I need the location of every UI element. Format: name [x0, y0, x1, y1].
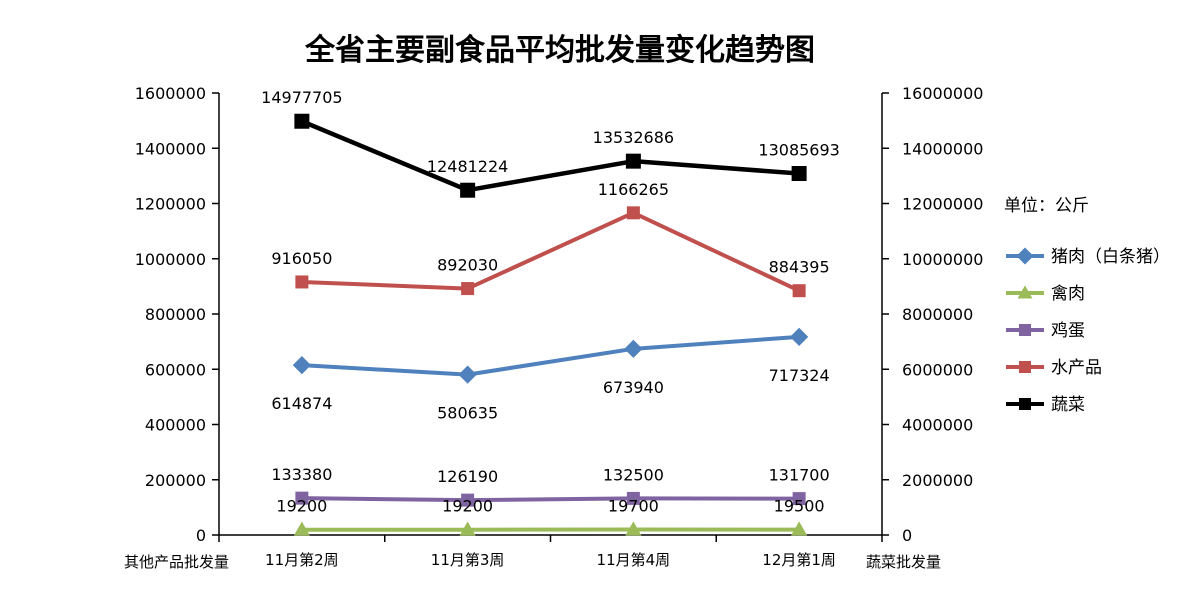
data-label-1: 673940 — [603, 378, 664, 397]
data-label-2: 19200 — [442, 497, 493, 516]
data-label-4: 892030 — [437, 256, 498, 275]
right-tick-label: 8000000 — [902, 305, 973, 324]
data-point-2 — [459, 521, 476, 536]
right-tick-label: 14000000 — [902, 139, 983, 158]
right-axis-ticks: 0 2000000 4000000 6000000 8000000 10000000 120… — [882, 84, 983, 545]
category-label: 12月第1周 — [762, 551, 836, 569]
right-tick-label: 6000000 — [902, 360, 973, 379]
data-label-5: 13085693 — [758, 141, 839, 160]
category-label: 11月第3周 — [431, 551, 505, 569]
left-tick-label: 400000 — [145, 416, 206, 435]
data-labels: 614874 580635 673940 717324 19200 19200 19700 1… — [261, 88, 840, 515]
data-point-5 — [791, 166, 807, 182]
left-axis-ticks: 0 200000 400000 600000 800000 1000000 1200000 1… — [135, 84, 219, 545]
data-label-4: 884395 — [769, 258, 830, 277]
data-point-4 — [295, 275, 309, 289]
legend-label-3: 鸡蛋 — [1051, 321, 1085, 341]
data-point-5 — [294, 113, 310, 129]
data-point-4 — [461, 282, 475, 296]
data-label-1: 580635 — [437, 404, 498, 423]
series-line-4 — [301, 210, 800, 293]
left-tick-label: 1200000 — [135, 195, 206, 214]
data-label-2: 19200 — [276, 497, 327, 516]
data-point-3 — [792, 492, 806, 506]
unit-note: 单位：公斤 — [1004, 196, 1089, 216]
category-label: 11月第4周 — [597, 551, 671, 569]
legend-marker-2 — [1017, 285, 1033, 299]
data-point-1 — [790, 327, 809, 346]
data-point-3 — [295, 491, 309, 505]
data-label-4: 916050 — [271, 249, 332, 268]
left-axis-label: 其他产品批发量 — [124, 553, 229, 571]
data-label-5: 14977705 — [261, 88, 342, 107]
data-label-5: 13532686 — [593, 128, 674, 147]
data-label-1: 717324 — [769, 366, 830, 385]
right-tick-label: 4000000 — [902, 416, 973, 435]
data-point-1 — [458, 365, 477, 384]
series-line-5 — [301, 119, 800, 193]
data-label-3: 133380 — [271, 465, 332, 484]
data-label-1: 614874 — [271, 394, 332, 413]
legend-marker-3 — [1019, 324, 1031, 336]
legend-label-2: 禽肉 — [1051, 284, 1085, 304]
data-point-1 — [292, 356, 311, 375]
data-label-4: 1166265 — [598, 180, 669, 199]
legend-marker-4 — [1019, 361, 1031, 373]
left-tick-label: 200000 — [145, 471, 206, 490]
data-label-2: 19700 — [608, 497, 659, 516]
left-tick-label: 1400000 — [135, 139, 206, 158]
legend-label-5: 蔬菜 — [1051, 395, 1085, 415]
legend-label-4: 水产品 — [1051, 358, 1102, 378]
series-line-1 — [301, 334, 800, 377]
data-point-4 — [626, 206, 640, 220]
legend-marker-1 — [1016, 247, 1034, 265]
category-labels: 11月第2周 11月第3周 11月第4周 12月第1周 — [218, 535, 883, 569]
right-tick-label: 0 — [902, 526, 912, 545]
series-line-3 — [301, 496, 800, 503]
data-point-1 — [624, 339, 643, 358]
right-tick-label: 16000000 — [902, 84, 983, 103]
left-tick-label: 1000000 — [135, 250, 206, 269]
data-label-3: 132500 — [603, 465, 664, 484]
data-label-3: 126190 — [437, 467, 498, 486]
data-point-4 — [792, 284, 806, 298]
data-point-5 — [625, 153, 641, 169]
data-point-2 — [625, 521, 642, 536]
chart-title: 全省主要副食品平均批发量变化趋势图 — [304, 33, 815, 68]
data-label-5: 12481224 — [427, 157, 508, 176]
data-point-2 — [791, 521, 808, 536]
left-tick-label: 0 — [196, 526, 206, 545]
right-axis-label: 蔬菜批发量 — [866, 553, 941, 571]
series-layer — [292, 113, 809, 536]
right-tick-label: 10000000 — [902, 250, 983, 269]
left-tick-label: 1600000 — [135, 84, 206, 103]
data-point-2 — [293, 521, 310, 536]
left-tick-label: 800000 — [145, 305, 206, 324]
legend-label-1: 猪肉（白条猪） — [1051, 247, 1170, 267]
right-tick-label: 2000000 — [902, 471, 973, 490]
data-label-2: 19500 — [774, 497, 825, 516]
data-point-3 — [461, 493, 475, 507]
right-tick-label: 12000000 — [902, 195, 983, 214]
category-label: 11月第2周 — [265, 551, 339, 569]
data-label-3: 131700 — [769, 466, 830, 485]
data-point-5 — [460, 182, 476, 198]
legend-marker-5 — [1019, 398, 1031, 410]
left-tick-label: 600000 — [145, 360, 206, 379]
data-point-3 — [626, 491, 640, 505]
